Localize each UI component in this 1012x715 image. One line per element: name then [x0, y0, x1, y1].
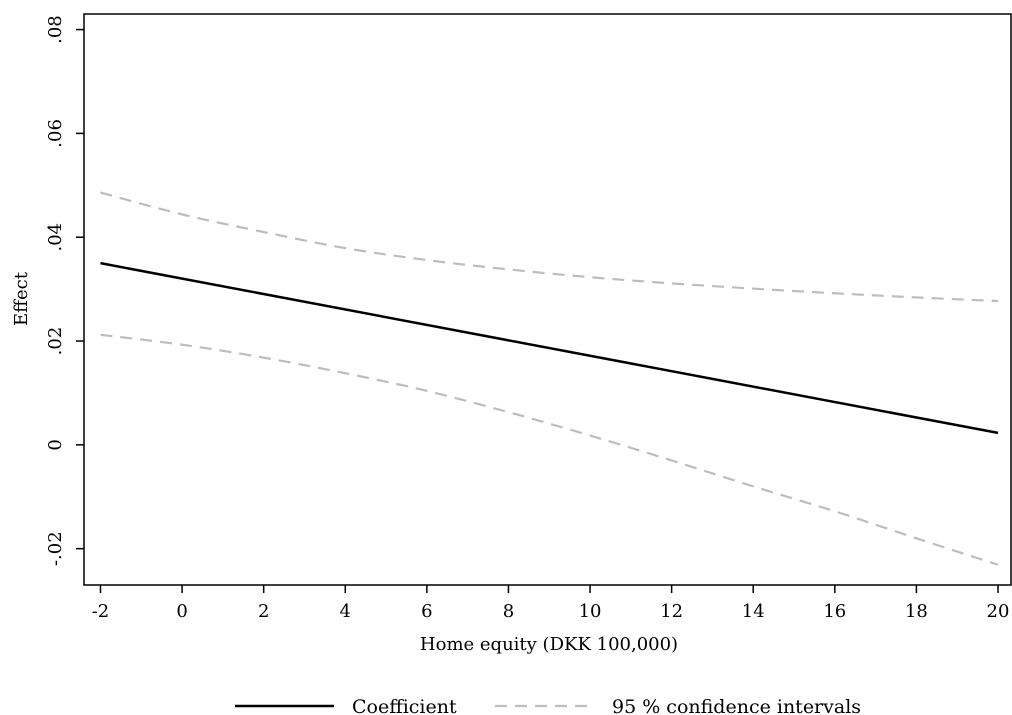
x-tick-label: 0: [176, 601, 187, 622]
x-tick-label: -2: [92, 601, 110, 622]
series-lower-ci-line: [100, 333, 999, 566]
y-tick-label: .04: [45, 223, 66, 252]
x-tick-label: 12: [660, 601, 683, 622]
series-coefficient-line: [100, 261, 999, 435]
x-tick-label: 4: [340, 601, 351, 622]
y-tick-label: .02: [45, 327, 66, 356]
x-tick-label: 20: [987, 601, 1010, 622]
plot-frame: [83, 13, 1012, 586]
x-axis: -2 0 2 4 6 8 10 12 14 16 18 20: [92, 585, 1010, 622]
x-tick-label: 14: [742, 601, 765, 622]
x-axis-title: Home equity (DKK 100,000): [420, 634, 678, 655]
series-upper-ci-line: [100, 191, 999, 303]
x-tick-label: 18: [905, 601, 928, 622]
x-tick-label: 8: [503, 601, 514, 622]
x-tick-label: 16: [823, 601, 846, 622]
y-axis: -.02 0 .02 .04 .06 .08: [45, 15, 84, 566]
y-tick-label: -.02: [45, 531, 66, 566]
y-tick-label: 0: [45, 439, 66, 450]
series-layer: [100, 191, 999, 566]
legend-label-coefficient: Coefficient: [352, 696, 457, 715]
x-tick-label: 6: [421, 601, 432, 622]
y-axis-title: Effect: [11, 271, 32, 326]
x-tick-label: 2: [258, 601, 269, 622]
y-tick-label: .08: [45, 15, 66, 44]
y-tick-label: .06: [45, 119, 66, 148]
legend: Coefficient 95 % confidence intervals: [235, 696, 861, 715]
legend-label-confidence: 95 % confidence intervals: [612, 696, 861, 715]
x-tick-label: 10: [579, 601, 602, 622]
